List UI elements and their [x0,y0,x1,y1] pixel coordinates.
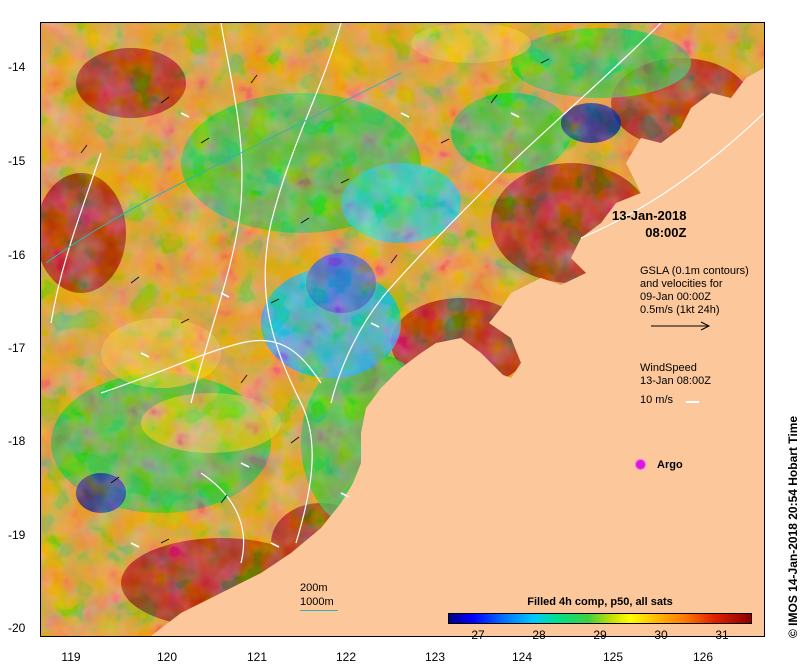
y-tick-label: -17 [8,341,26,355]
x-tick-label: 121 [246,650,268,664]
island-1 [511,391,523,407]
velocity-vectors [80,58,550,544]
gsla-legend-text: GSLA (0.1m contours) and velocities for … [640,265,749,316]
x-tick-label: 120 [156,650,178,664]
colorbar-tick-label: 31 [715,628,729,642]
map-timestamp: 13-Jan-2018 08:00Z [612,208,687,240]
wind-legend-text: WindSpeed 13-Jan 08:00Z [640,362,711,387]
imos-credit: © IMOS 14-Jan-2018 20:54 Hobart Time [786,415,800,638]
x-tick-label: 119 [61,650,81,664]
wind-scale-label: 10 m/s [640,394,674,406]
colorbar-title: Filled 4h comp, p50, all sats [527,596,673,608]
y-tick-label: -19 [8,528,26,542]
bathymetry-200m-label: 200m [300,582,328,594]
x-tick-label: 122 [335,650,357,664]
colorbar-tick-label: 28 [532,628,546,642]
x-tick-label: 126 [692,650,714,664]
sst-map-canvas [41,23,764,636]
argo-marker-icon [636,460,645,469]
land-mass [151,68,764,636]
colorbar-tick-label: 29 [593,628,607,642]
bathymetry-1000m-line [300,610,338,611]
x-tick-label: 123 [424,650,446,664]
bathymetry-1000m [45,72,402,264]
colorbar-tick-label: 27 [471,628,485,642]
y-tick-label: -20 [8,621,26,635]
gsla-velocity-arrow [651,321,711,331]
y-tick-label: -14 [8,60,26,74]
colorbar-gradient [448,613,752,624]
x-tick-label: 124 [511,650,533,664]
y-tick-label: -15 [8,154,26,168]
y-tick-label: -18 [8,434,26,448]
bathymetry-1000m-label: 1000m [300,596,334,608]
gsla-contours [50,23,764,564]
y-tick-label: -16 [8,248,26,262]
wind-arrows [130,112,520,548]
argo-label: Argo [657,459,683,471]
colorbar-tick-label: 30 [654,628,668,642]
x-tick-label: 125 [602,650,624,664]
sst-map[interactable] [40,22,765,637]
